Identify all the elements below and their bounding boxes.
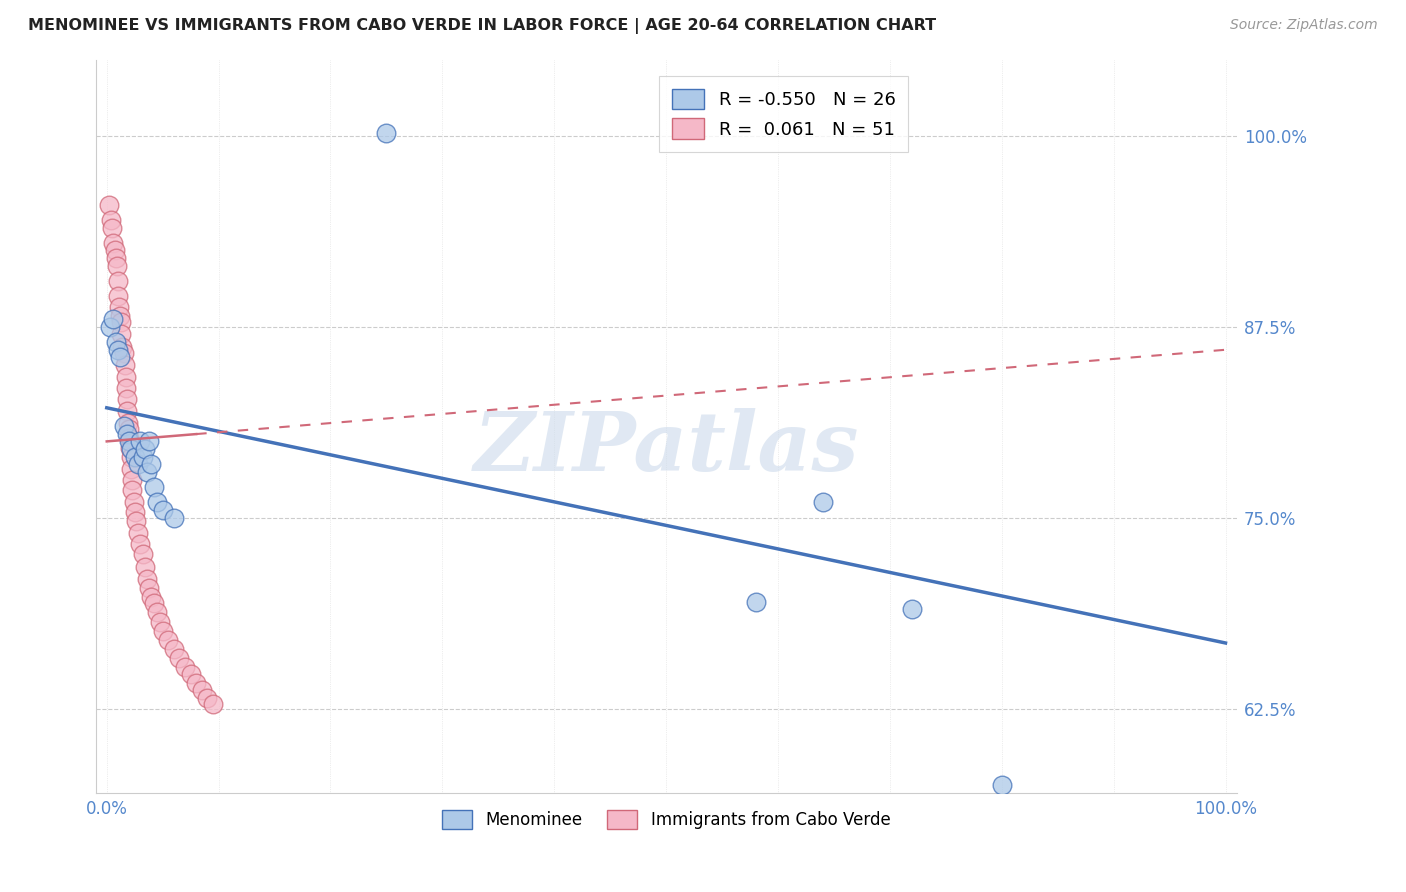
Point xyxy=(112,346,135,360)
Point xyxy=(108,309,131,323)
Text: MENOMINEE VS IMMIGRANTS FROM CABO VERDE IN LABOR FORCE | AGE 20-64 CORRELATION C: MENOMINEE VS IMMIGRANTS FROM CABO VERDE … xyxy=(28,18,936,34)
Point xyxy=(811,495,834,509)
Point xyxy=(186,675,208,690)
Point xyxy=(180,666,202,681)
Point xyxy=(131,450,153,464)
Point xyxy=(142,480,165,494)
Point xyxy=(107,289,129,303)
Point xyxy=(134,559,156,574)
Point xyxy=(114,358,136,372)
Point xyxy=(157,632,180,647)
Point xyxy=(121,473,143,487)
Point xyxy=(110,315,132,329)
Point xyxy=(174,660,197,674)
Point xyxy=(152,503,174,517)
Point xyxy=(127,526,149,541)
Point xyxy=(146,606,169,620)
Point xyxy=(115,404,138,418)
Point xyxy=(117,416,139,430)
Point xyxy=(134,442,156,456)
Point xyxy=(103,244,125,258)
Point xyxy=(202,697,225,711)
Point xyxy=(163,642,186,657)
Text: Source: ZipAtlas.com: Source: ZipAtlas.com xyxy=(1230,18,1378,32)
Text: ZIPatlas: ZIPatlas xyxy=(474,409,859,488)
Point xyxy=(120,450,142,464)
Point xyxy=(107,343,129,357)
Point xyxy=(112,419,135,434)
Point xyxy=(120,442,142,456)
Point xyxy=(163,510,186,524)
Point xyxy=(108,351,131,365)
Point xyxy=(124,505,146,519)
Point xyxy=(146,495,169,509)
Point xyxy=(124,450,146,464)
Point xyxy=(104,335,127,350)
Point xyxy=(122,495,145,509)
Point xyxy=(129,537,152,551)
Point xyxy=(111,340,134,354)
Point xyxy=(744,595,766,609)
Point xyxy=(120,462,142,476)
Point xyxy=(110,327,132,342)
Point xyxy=(990,778,1012,792)
Point xyxy=(149,615,172,629)
Point xyxy=(131,548,153,562)
Legend: Menominee, Immigrants from Cabo Verde: Menominee, Immigrants from Cabo Verde xyxy=(436,803,897,836)
Point xyxy=(104,251,127,265)
Point xyxy=(197,690,219,705)
Point xyxy=(125,514,148,528)
Point xyxy=(108,300,131,314)
Point xyxy=(138,434,160,449)
Point xyxy=(98,319,121,334)
Point xyxy=(107,274,129,288)
Point xyxy=(375,126,398,140)
Point xyxy=(100,213,122,227)
Point xyxy=(142,596,165,610)
Point xyxy=(138,581,160,595)
Point xyxy=(152,624,174,638)
Point xyxy=(103,312,125,326)
Point xyxy=(118,431,141,445)
Point xyxy=(118,434,141,449)
Point xyxy=(120,441,142,455)
Point xyxy=(127,458,149,472)
Point xyxy=(115,392,138,406)
Point xyxy=(136,572,159,586)
Point xyxy=(114,370,136,384)
Point xyxy=(141,590,163,604)
Point xyxy=(141,458,163,472)
Point xyxy=(169,651,191,665)
Point xyxy=(901,602,924,616)
Point xyxy=(101,220,124,235)
Point xyxy=(98,197,121,211)
Point xyxy=(114,381,136,395)
Point xyxy=(115,426,138,441)
Point xyxy=(118,422,141,436)
Point xyxy=(103,235,125,250)
Point xyxy=(136,465,159,479)
Point xyxy=(105,259,128,273)
Point xyxy=(129,434,152,449)
Point xyxy=(191,683,214,698)
Point xyxy=(121,483,143,498)
